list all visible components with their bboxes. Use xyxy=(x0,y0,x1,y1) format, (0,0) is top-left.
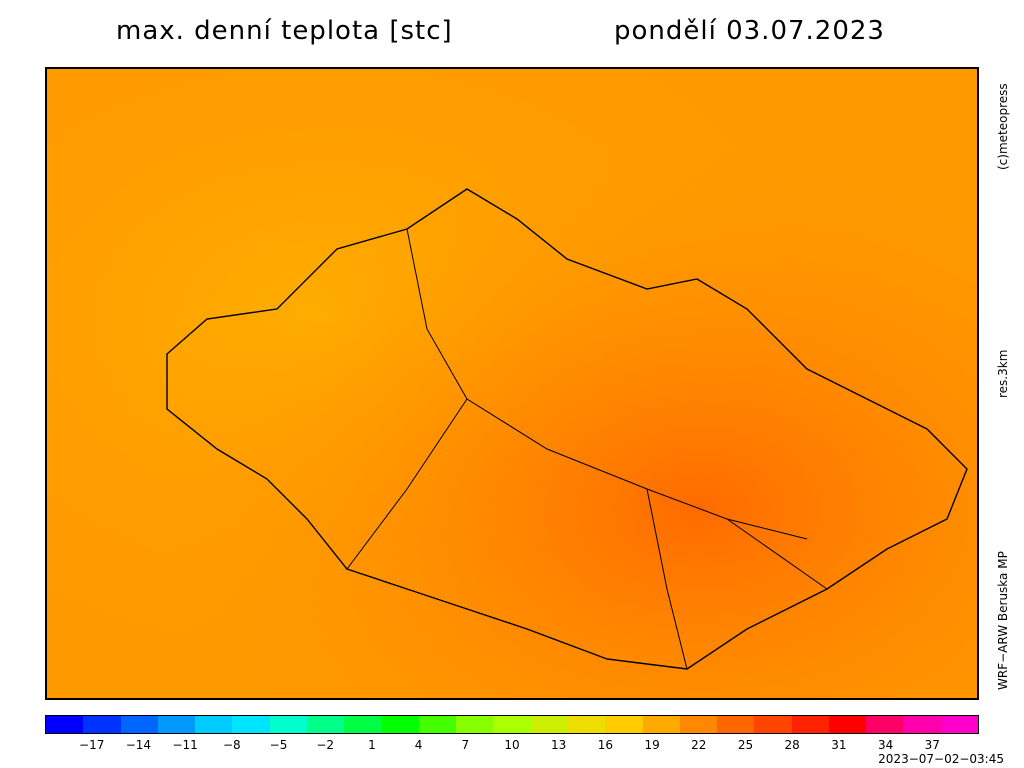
colorbar-ticks: −17 −14 −11 −8 −5 −2 1 4 7 10 13 16 19 22 25 28 31 34 37 xyxy=(0,738,1024,754)
colorbar-swatch xyxy=(567,716,606,733)
colorbar-tick-label: −14 xyxy=(125,738,152,752)
colorbar-tick-label: 1 xyxy=(368,738,376,752)
colorbar-tick-label: 31 xyxy=(831,738,847,752)
map-canvas xyxy=(47,69,977,698)
country-border xyxy=(166,188,968,670)
colorbar-tick-label: 34 xyxy=(877,738,894,752)
colorbar-swatch xyxy=(157,716,196,733)
colorbar-tick-label: 13 xyxy=(551,738,567,752)
temperature-map xyxy=(45,67,979,700)
credit-label: (c)meteopress xyxy=(996,83,1010,170)
colorbar-swatch xyxy=(120,716,158,733)
colorbar-tick-label: 16 xyxy=(597,738,614,752)
colorbar-tick-label: 10 xyxy=(504,738,520,752)
colorbar-tick-label: 25 xyxy=(737,738,754,752)
colorbar-tick-label: 19 xyxy=(644,738,660,752)
forecast-date: pondělí 03.07.2023 xyxy=(614,16,885,46)
colorbar-swatch xyxy=(344,716,382,733)
colorbar-tick-label: 7 xyxy=(461,738,470,752)
colorbar-tick-label: −5 xyxy=(269,738,288,752)
colorbar-swatch xyxy=(754,716,792,733)
colorbar-tick-label: −2 xyxy=(316,738,335,752)
model-label: WRF−ARW Beruska MP xyxy=(996,551,1010,690)
colorbar-tick-label: 22 xyxy=(691,738,707,752)
colorbar-swatch xyxy=(232,716,270,733)
colorbar-swatch xyxy=(940,716,979,733)
colorbar-swatch xyxy=(903,716,941,733)
colorbar-tick-label: 28 xyxy=(784,738,800,752)
warm-region xyxy=(47,69,977,698)
colorbar-tick-label: 4 xyxy=(414,738,423,752)
colorbar-swatch xyxy=(679,716,718,733)
colorbar-tick-label: −11 xyxy=(172,738,198,752)
colorbar-swatch xyxy=(83,716,121,733)
colorbar-swatch xyxy=(306,716,345,733)
colorbar-tick-label: −8 xyxy=(222,738,241,752)
colorbar-swatch xyxy=(418,716,457,733)
colorbar-swatch xyxy=(381,716,419,733)
colorbar-swatch xyxy=(828,716,867,733)
colorbar-tick-label: 37 xyxy=(924,738,940,752)
region-border xyxy=(346,228,828,670)
colorbar-swatch xyxy=(717,716,755,733)
colorbar-swatch xyxy=(605,716,643,733)
colorbar-swatch xyxy=(195,716,233,733)
colorbar-swatch xyxy=(456,716,494,733)
resolution-label: res.3km xyxy=(996,349,1010,398)
colorbar-swatch xyxy=(642,716,680,733)
colorbar-swatch xyxy=(530,716,568,733)
run-timestamp: 2023−07−02−03:45 xyxy=(878,752,1004,766)
colorbar xyxy=(45,715,979,734)
colorbar-swatch xyxy=(791,716,829,733)
colorbar-swatch xyxy=(46,716,84,733)
colorbar-swatch xyxy=(866,716,904,733)
colorbar-swatch xyxy=(269,716,307,733)
colorbar-tick-label: −17 xyxy=(79,738,105,752)
colorbar-swatch xyxy=(493,716,531,733)
map-title: max. denní teplota [stc] xyxy=(116,16,453,46)
